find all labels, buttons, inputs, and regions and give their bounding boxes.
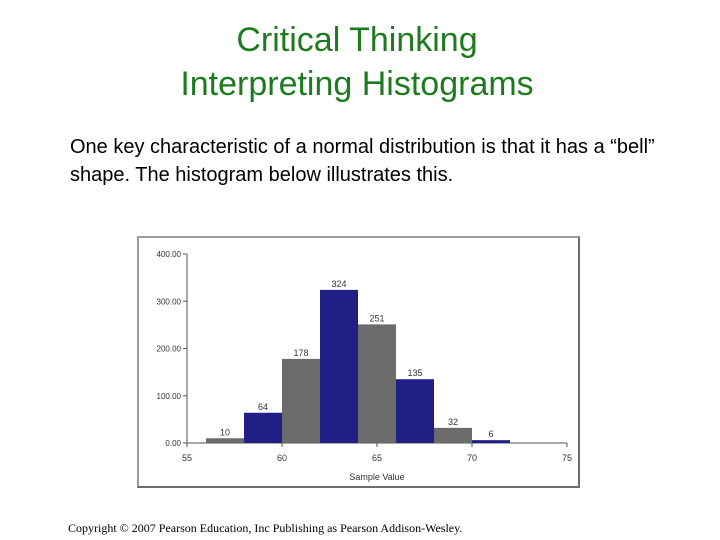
bar-value-label-4: 251 xyxy=(369,313,384,323)
histogram-bar-2 xyxy=(282,358,320,443)
bar-value-label-7: 6 xyxy=(488,429,493,439)
bar-value-label-6: 32 xyxy=(448,417,458,427)
histogram-bar-6 xyxy=(434,427,472,443)
x-tick-label-3: 70 xyxy=(467,453,477,463)
histogram-bar-7 xyxy=(472,440,510,443)
y-tick-label-4: 400.00 xyxy=(157,250,182,259)
bar-value-label-0: 10 xyxy=(220,427,230,437)
copyright-text: Copyright © 2007 Pearson Education, Inc … xyxy=(68,521,463,535)
histogram-bar-1 xyxy=(244,412,282,443)
histogram-chart: 0.00 100.00 200.00 300.00 400.00 55 60 65 70 75 10… xyxy=(137,236,580,488)
y-tick-label-1: 100.00 xyxy=(157,392,182,401)
histogram-svg: 0.00 100.00 200.00 300.00 400.00 55 60 65 70 75 10… xyxy=(157,250,572,482)
y-tick-label-2: 200.00 xyxy=(157,345,182,354)
bar-value-label-3: 324 xyxy=(331,279,346,289)
bar-value-label-5: 135 xyxy=(407,368,422,378)
x-tick-label-1: 60 xyxy=(277,453,287,463)
bar-value-label-1: 64 xyxy=(258,402,268,412)
x-tick-label-4: 75 xyxy=(562,453,572,463)
x-tick-label-0: 55 xyxy=(182,453,192,463)
x-tick-label-2: 65 xyxy=(372,453,382,463)
histogram-bar-3 xyxy=(320,289,358,443)
title-line-1: Critical Thinking xyxy=(236,21,478,59)
bar-value-label-2: 178 xyxy=(293,348,308,358)
x-axis-label: Sample Value xyxy=(349,472,404,482)
y-tick-label-3: 300.00 xyxy=(157,297,182,306)
histogram-bar-0 xyxy=(206,438,244,443)
slide-title: Critical Thinking Interpreting Histogram… xyxy=(0,18,714,106)
histogram-bar-4 xyxy=(358,324,396,443)
title-line-2: Interpreting Histograms xyxy=(180,65,534,103)
body-paragraph: One key characteristic of a normal distr… xyxy=(70,136,655,186)
histogram-bar-5 xyxy=(396,379,434,443)
y-tick-label-0: 0.00 xyxy=(165,439,181,448)
